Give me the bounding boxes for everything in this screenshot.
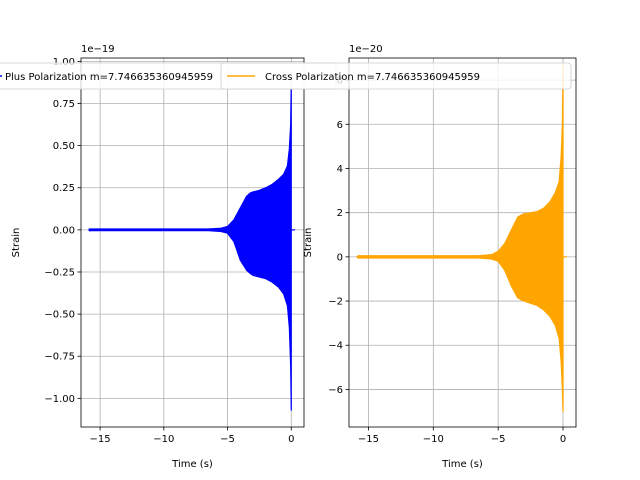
y-offset-label: 1e−19 [81,44,115,55]
y-tick-label: 0.50 [53,141,75,152]
axes-frame [80,57,305,428]
x-tick-label: −15 [90,434,111,445]
waveform [88,80,296,411]
series-band [89,80,292,411]
y-tick-label: −6 [328,385,343,396]
y-axis-label: Strain [303,228,314,258]
x-tick-label: −15 [358,434,379,445]
x-axis-label: Time (s) [441,459,483,470]
y-axis-label: Strain [11,228,22,258]
y-tick-label: −0.50 [44,310,75,321]
cross-polarization-plot: −15−10−50 −6−4−202468 Time (s) Strain 1e… [303,44,577,470]
x-tick-label: 0 [288,434,294,445]
x-tick-label: −5 [220,434,235,445]
y-tick-label: −1.00 [44,394,75,405]
y-tick-label: 0.75 [53,99,75,110]
series-start-point [356,255,360,259]
y-tick-label: 6 [337,120,343,131]
legend-label: Cross Polarization m=7.746635360945959 [265,72,480,83]
y-tick-label: 0.25 [53,183,75,194]
legend-cross: Cross Polarization m=7.746635360945959 [220,62,572,90]
waveform [356,64,567,413]
y-tick-label: −4 [328,341,343,352]
x-tick-label: −5 [491,434,506,445]
y-tick-label: 4 [337,164,343,175]
y-tick-label: −0.75 [44,352,75,363]
x-axis-label: Time (s) [171,459,213,470]
y-ticks: −1.00 −0.75 −0.50 −0.25 0.00 0.25 0.50 0.75 1.00 [44,57,81,405]
y-tick-label: 2 [337,208,343,219]
x-ticks: −15 −10 −5 0 [90,427,294,445]
y-tick-label: −0.25 [44,267,75,278]
y-tick-label: 0.00 [53,225,75,236]
y-tick-label: 1.00 [53,57,75,68]
series-band [357,64,564,413]
x-tick-label: −10 [423,434,444,445]
x-tick-label: 0 [560,434,566,445]
y-offset-label: 1e−20 [349,44,383,55]
x-tick-label: −10 [153,434,174,445]
legend-frame [220,62,572,90]
y-tick-label: 0 [337,252,343,263]
y-tick-label: −2 [328,297,343,308]
plus-polarization-plot: −15 −10 −5 0 −1.00 −0.75 −0.50 −0.25 0.00 0.25 0.… [11,44,305,470]
legend-label: Plus Polarization m=7.746635360945959 [5,72,213,83]
series-start-point [88,228,92,232]
x-ticks: −15 −10 −5 0 [358,427,566,445]
axes-frame [348,57,577,428]
